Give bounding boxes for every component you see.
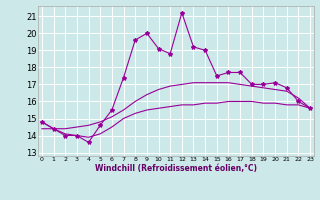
X-axis label: Windchill (Refroidissement éolien,°C): Windchill (Refroidissement éolien,°C) [95,164,257,173]
